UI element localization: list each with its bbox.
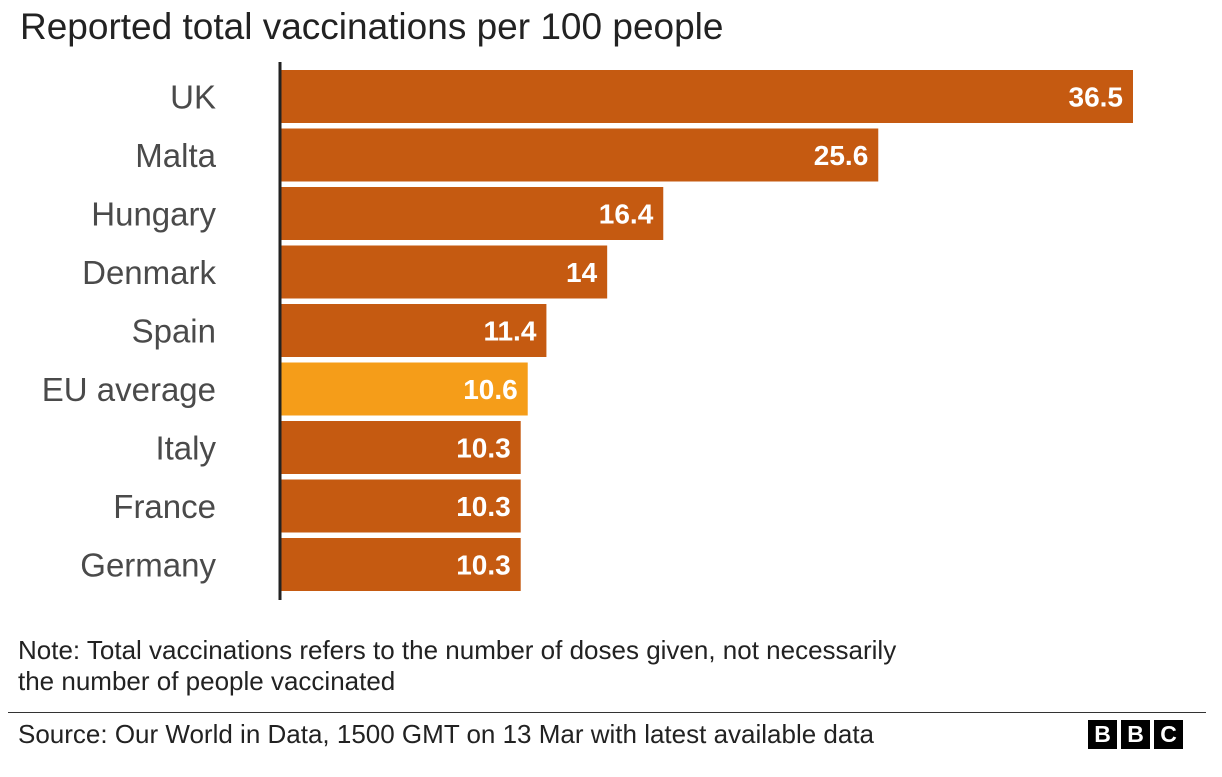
value-label-uk: 36.5 — [1069, 82, 1124, 113]
logo-letter-b1: B — [1088, 720, 1117, 749]
category-label-spain: Spain — [132, 313, 216, 350]
note-line-1: Note: Total vaccinations refers to the n… — [18, 635, 897, 665]
value-label-denmark: 14 — [566, 257, 598, 288]
bar-eu-average — [280, 362, 528, 416]
value-label-germany: 10.3 — [456, 550, 511, 581]
chart-title: Reported total vaccinations per 100 peop… — [20, 6, 724, 47]
value-label-italy: 10.3 — [456, 433, 511, 464]
bar-uk — [280, 70, 1133, 123]
bar-italy — [280, 421, 521, 474]
bar-hungary — [280, 187, 664, 240]
value-label-spain: 11.4 — [483, 316, 536, 347]
bar-chart: UK 36.5 Malta 25.6 Hungary 16.4 Denmark 14 Spain… — [42, 62, 1133, 600]
value-label-hungary: 16.4 — [599, 199, 654, 230]
bar-france — [280, 479, 521, 533]
source-text: Source: Our World in Data, 1500 GMT on 1… — [18, 719, 875, 749]
bar-malta — [280, 128, 879, 182]
category-label-germany: Germany — [80, 547, 216, 584]
value-label-eu-average: 10.6 — [463, 374, 518, 405]
category-label-italy: Italy — [155, 430, 216, 467]
value-label-france: 10.3 — [456, 491, 511, 522]
bar-denmark — [280, 245, 608, 299]
bbc-logo: B B C — [1088, 720, 1183, 749]
category-label-uk: UK — [170, 79, 216, 116]
category-label-hungary: Hungary — [91, 196, 216, 233]
logo-letter-b2: B — [1121, 720, 1150, 749]
category-label-eu-average: EU average — [42, 371, 216, 408]
category-label-france: France — [113, 488, 216, 525]
category-label-denmark: Denmark — [82, 254, 216, 291]
bar-spain — [280, 304, 547, 357]
footer-divider — [8, 712, 1206, 713]
value-label-malta: 25.6 — [814, 140, 869, 171]
category-label-malta: Malta — [135, 137, 216, 174]
chart-note: Note: Total vaccinations refers to the n… — [18, 635, 1168, 697]
note-line-2: the number of people vaccinated — [18, 666, 396, 696]
bar-germany — [280, 538, 521, 591]
logo-letter-c: C — [1154, 720, 1183, 749]
